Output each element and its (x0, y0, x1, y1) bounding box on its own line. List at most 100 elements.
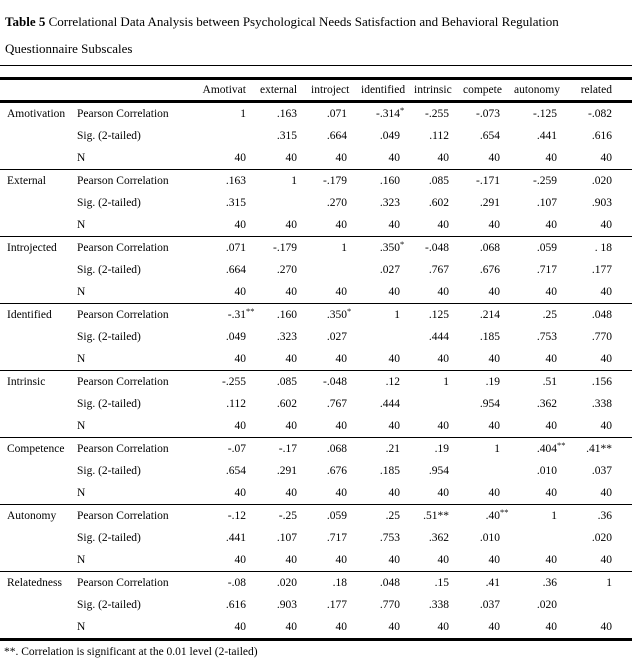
value-cell: .177 (326, 599, 347, 611)
value-cell: 40 (388, 420, 401, 432)
table-row: Identified Pearson Correlation -.31** .160.… (0, 303, 632, 326)
row-label: Competence (0, 437, 70, 460)
value-cell: 40 (388, 554, 401, 566)
value-cell: 40 (600, 554, 613, 566)
row-label: Introjected (0, 236, 70, 259)
value-cell (361, 326, 414, 348)
value-cell: .41** (571, 437, 632, 460)
stat-label: Pearson Correlation (70, 370, 190, 393)
table-row: Sig. (2-tailed) .441 .107 .717 .753 .362 .010.… (0, 527, 632, 549)
row-label (0, 527, 70, 549)
stat-label: Sig. (2-tailed) (77, 532, 141, 544)
value-cell: .323 (379, 197, 400, 209)
value-cell: .185 (379, 465, 400, 477)
value-cell: .112 (226, 398, 246, 410)
value-cell: -.31** (190, 303, 260, 326)
value-cell: .362 (428, 532, 449, 544)
value-cell: .315 (225, 197, 246, 209)
table-row: N 40 40 40 40 40 40 40 40 (0, 281, 632, 304)
value-cell: .049 (225, 331, 246, 343)
value-cell: .112 (429, 130, 449, 142)
value-cell: 40 (545, 487, 558, 499)
value-cell (311, 259, 361, 281)
value-cell: .616 (591, 130, 612, 142)
row-label (0, 549, 70, 572)
value-cell: .163 (190, 169, 260, 192)
value-cell: .020 (260, 571, 311, 594)
value-cell: . 18 (571, 236, 632, 259)
stat-label: N (77, 554, 86, 566)
stat-label: N (77, 353, 86, 365)
value-cell: .954 (479, 398, 500, 410)
value-cell: 1 (260, 169, 311, 192)
row-label (0, 393, 70, 415)
value-cell: 40 (335, 621, 348, 633)
value-cell (190, 125, 260, 147)
stat-label: Pearson Correlation (70, 571, 190, 594)
value-cell: .954 (428, 465, 449, 477)
value-cell: .177 (591, 264, 612, 276)
column-header: compete (463, 78, 514, 103)
value-cell (514, 527, 571, 549)
row-label: Identified (0, 303, 70, 326)
value-cell: .270 (326, 197, 347, 209)
value-cell: .36 (571, 504, 632, 527)
table-row: Sig. (2-tailed) .654 .291 .676 .185 .954 .010.… (0, 460, 632, 482)
value-cell: 40 (335, 487, 348, 499)
table-row: Intrinsic Pearson Correlation -.255.085 -.0… (0, 370, 632, 393)
stat-label: Pearson Correlation (70, 236, 190, 259)
value-cell: 40 (285, 554, 298, 566)
value-cell: .125 (414, 303, 463, 326)
value-cell: -.048 (414, 236, 463, 259)
value-cell: 40 (285, 420, 298, 432)
value-cell: .767 (428, 264, 449, 276)
value-cell: 1 (311, 236, 361, 259)
value-cell: 40 (545, 554, 558, 566)
row-label (0, 281, 70, 304)
value-cell: 40 (488, 487, 501, 499)
stat-label: Pearson Correlation (70, 303, 190, 326)
value-cell: -.073 (476, 108, 500, 120)
value-cell: 40 (388, 621, 401, 633)
value-cell: 40 (234, 554, 247, 566)
stat-label: N (77, 152, 86, 164)
value-cell: 40 (335, 219, 348, 231)
value-cell: .027 (326, 331, 347, 343)
value-cell: .19 (463, 370, 514, 393)
value-cell: .444 (379, 398, 400, 410)
table-caption: Table 5 Correlational Data Analysis betw… (5, 8, 611, 62)
value-cell: 40 (285, 353, 298, 365)
value-cell: 40 (335, 353, 348, 365)
value-cell: 40 (388, 286, 401, 298)
value-cell: .085 (414, 169, 463, 192)
row-label (0, 125, 70, 147)
value-cell: .185 (479, 331, 500, 343)
value-cell: .027 (379, 264, 400, 276)
row-label (0, 594, 70, 616)
value-cell: .18 (311, 571, 361, 594)
table-row: Sig. (2-tailed) .049 .323 .027 .444 .185 .753.… (0, 326, 632, 348)
value-cell: 40 (488, 621, 501, 633)
value-cell: .214 (463, 303, 514, 326)
value-cell: 1 (240, 108, 246, 120)
stat-label: N (77, 286, 86, 298)
value-cell: .037 (591, 465, 612, 477)
value-cell: .291 (479, 197, 500, 209)
value-cell: .441 (225, 532, 246, 544)
value-cell: 40 (437, 554, 450, 566)
header-row: Amotivat external introject identified i… (0, 78, 632, 103)
value-cell: 40 (437, 487, 450, 499)
value-cell: .903 (591, 197, 612, 209)
value-cell: -.179 (260, 236, 311, 259)
value-cell: 40 (600, 621, 613, 633)
value-cell: .602 (428, 197, 449, 209)
table-row: N 40 40 40 40 40 40 40 40 (0, 616, 632, 640)
value-cell (463, 460, 514, 482)
table-row: N 40 40 40 40 40 40 40 40 (0, 348, 632, 371)
table-row: Sig. (2-tailed) .616 .903 .177 .770 .338 .037.… (0, 594, 632, 616)
value-cell: -.25 (260, 504, 311, 527)
value-cell: .753 (379, 532, 400, 544)
value-cell: .717 (326, 532, 347, 544)
row-label (0, 348, 70, 371)
row-label (0, 326, 70, 348)
